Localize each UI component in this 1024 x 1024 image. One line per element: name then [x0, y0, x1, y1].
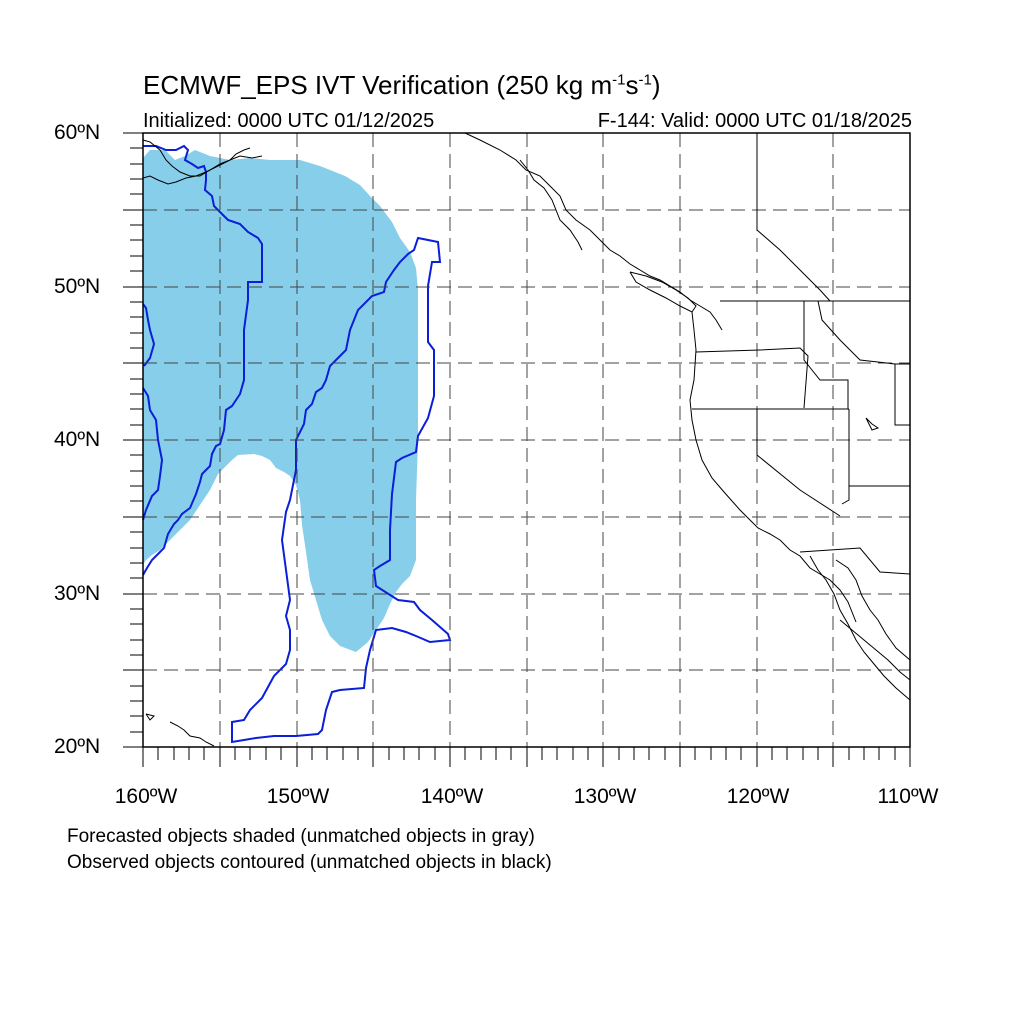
- lon-label-130w: 130ºW: [573, 785, 637, 808]
- mexico-coast: [839, 619, 911, 681]
- valid-time: F-144: Valid: 0000 UTC 01/18/2025: [597, 110, 912, 132]
- forecast-object-shaded: [143, 150, 418, 652]
- map-title: ECMWF_EPS IVT Verification (250 kg m-1s-…: [143, 70, 661, 100]
- panhandle-islands: [519, 159, 583, 251]
- lon-label-140w: 140ºW: [420, 785, 484, 808]
- lon-label-120w: 120ºW: [726, 785, 790, 808]
- hawaii-islands-2: [169, 721, 215, 747]
- lon-label-160w: 160ºW: [114, 785, 178, 808]
- lat-label-50n: 50ºN: [54, 275, 101, 298]
- hawaii-islands: [145, 713, 155, 721]
- bc-coast: [599, 239, 723, 331]
- legend-observed-note: Observed objects contoured (unmatched ob…: [67, 852, 552, 873]
- wyoming-border: [894, 364, 910, 426]
- lon-label-110w: 110ºW: [877, 785, 939, 808]
- us-mexico-border: [799, 547, 911, 575]
- great-salt-lake: [865, 417, 880, 431]
- alaska-coast-upper: [142, 139, 251, 177]
- lat-label-20n: 20ºN: [54, 735, 101, 758]
- baja-coast: [809, 555, 911, 701]
- west-coast-us: [689, 311, 857, 623]
- bc-alaska-panhandle: [464, 132, 601, 241]
- initialized-time: Initialized: 0000 UTC 01/12/2025: [143, 110, 435, 132]
- bc-alberta-border: [756, 229, 831, 302]
- lon-label-150w: 150ºW: [266, 785, 330, 808]
- washington-oregon-border: [695, 347, 809, 409]
- political-boundaries: [692, 133, 911, 575]
- gulf-of-california: [835, 559, 911, 661]
- observed-contour-western: [142, 144, 263, 576]
- nevada-california-border: [756, 409, 841, 517]
- coastlines: [142, 132, 911, 747]
- nevada-utah-border: [841, 409, 850, 505]
- observed-contour-left-lower: [142, 387, 164, 521]
- observed-contour-left-edge: [142, 303, 156, 367]
- lat-label-60n: 60ºN: [54, 121, 101, 144]
- alaska-coast-peninsula: [142, 155, 263, 185]
- legend-forecast-note: Forecasted objects shaded (unmatched obj…: [67, 826, 535, 847]
- vancouver-island: [629, 271, 697, 313]
- observed-object-contours: [142, 144, 452, 744]
- lat-label-30n: 30ºN: [54, 582, 101, 605]
- montana-border: [817, 300, 910, 365]
- idaho-border: [803, 301, 849, 409]
- axis-ticks: [123, 132, 911, 767]
- observed-contour-central: [231, 236, 452, 744]
- lat-label-40n: 40ºN: [54, 428, 101, 451]
